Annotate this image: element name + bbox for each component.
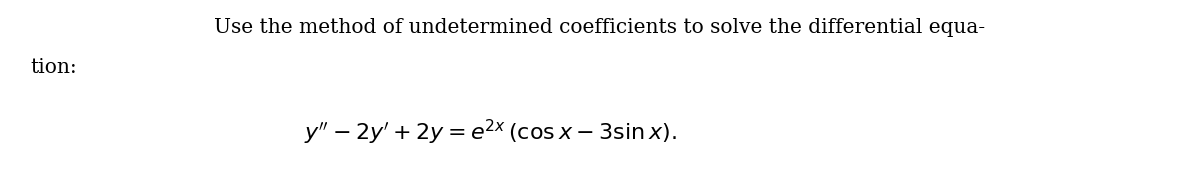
- Text: Use the method of undetermined coefficients to solve the differential equa-: Use the method of undetermined coefficie…: [215, 18, 985, 37]
- Text: tion:: tion:: [30, 58, 77, 77]
- Text: $y'' - 2y' + 2y = e^{2x}\,(\cos x - 3\sin x).$: $y'' - 2y' + 2y = e^{2x}\,(\cos x - 3\si…: [304, 118, 677, 147]
